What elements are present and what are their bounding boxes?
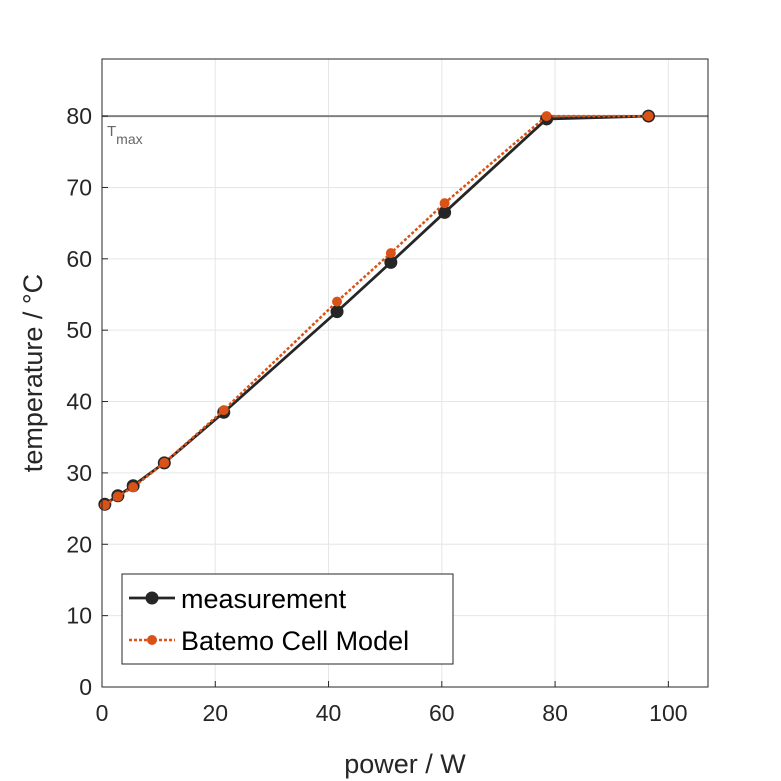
series-layer bbox=[98, 109, 656, 511]
x-tick-label: 100 bbox=[649, 700, 687, 726]
y-axis-label: temperature / °C bbox=[18, 274, 48, 472]
legend-marker bbox=[145, 591, 159, 605]
y-tick-label: 60 bbox=[66, 246, 92, 272]
data-point bbox=[332, 296, 343, 307]
data-point bbox=[438, 205, 452, 219]
plot-frame bbox=[101, 58, 709, 688]
tmax-label: Tmax bbox=[107, 123, 143, 147]
y-tick-label: 50 bbox=[66, 317, 92, 343]
x-tick-label: 20 bbox=[202, 700, 228, 726]
x-axis-label: power / W bbox=[344, 749, 466, 779]
data-point bbox=[643, 111, 654, 122]
y-tick-label: 20 bbox=[66, 531, 92, 557]
y-tick-label: 40 bbox=[66, 389, 92, 415]
legend-marker bbox=[147, 635, 157, 645]
x-tick-label: 40 bbox=[316, 700, 342, 726]
legend-box bbox=[121, 573, 454, 665]
data-point bbox=[330, 305, 344, 319]
ticks bbox=[101, 115, 669, 688]
x-tick-label: 60 bbox=[429, 700, 455, 726]
x-tick-label: 80 bbox=[542, 700, 568, 726]
series-model bbox=[99, 111, 654, 511]
data-point bbox=[159, 457, 170, 468]
y-tick-label: 10 bbox=[66, 603, 92, 629]
legend-label: Batemo Cell Model bbox=[181, 626, 409, 656]
data-point bbox=[541, 111, 552, 122]
y-tick-label: 30 bbox=[66, 460, 92, 486]
y-tick-label: 70 bbox=[66, 174, 92, 200]
data-point bbox=[99, 500, 110, 511]
x-tick-labels: 0 20 40 60 80 100 bbox=[96, 700, 688, 726]
y-tick-label: 0 bbox=[79, 674, 92, 700]
y-tick-label: 80 bbox=[66, 103, 92, 129]
data-point bbox=[128, 482, 139, 493]
y-tick-labels: 0 10 20 30 40 50 60 70 80 bbox=[66, 103, 92, 700]
data-point bbox=[385, 248, 396, 259]
legend: measurement Batemo Cell Model bbox=[121, 573, 454, 665]
data-point bbox=[439, 198, 450, 209]
x-tick-label: 0 bbox=[96, 700, 109, 726]
data-point bbox=[112, 491, 123, 502]
legend-label: measurement bbox=[181, 584, 347, 614]
series-line bbox=[104, 114, 649, 507]
data-point bbox=[218, 405, 229, 416]
